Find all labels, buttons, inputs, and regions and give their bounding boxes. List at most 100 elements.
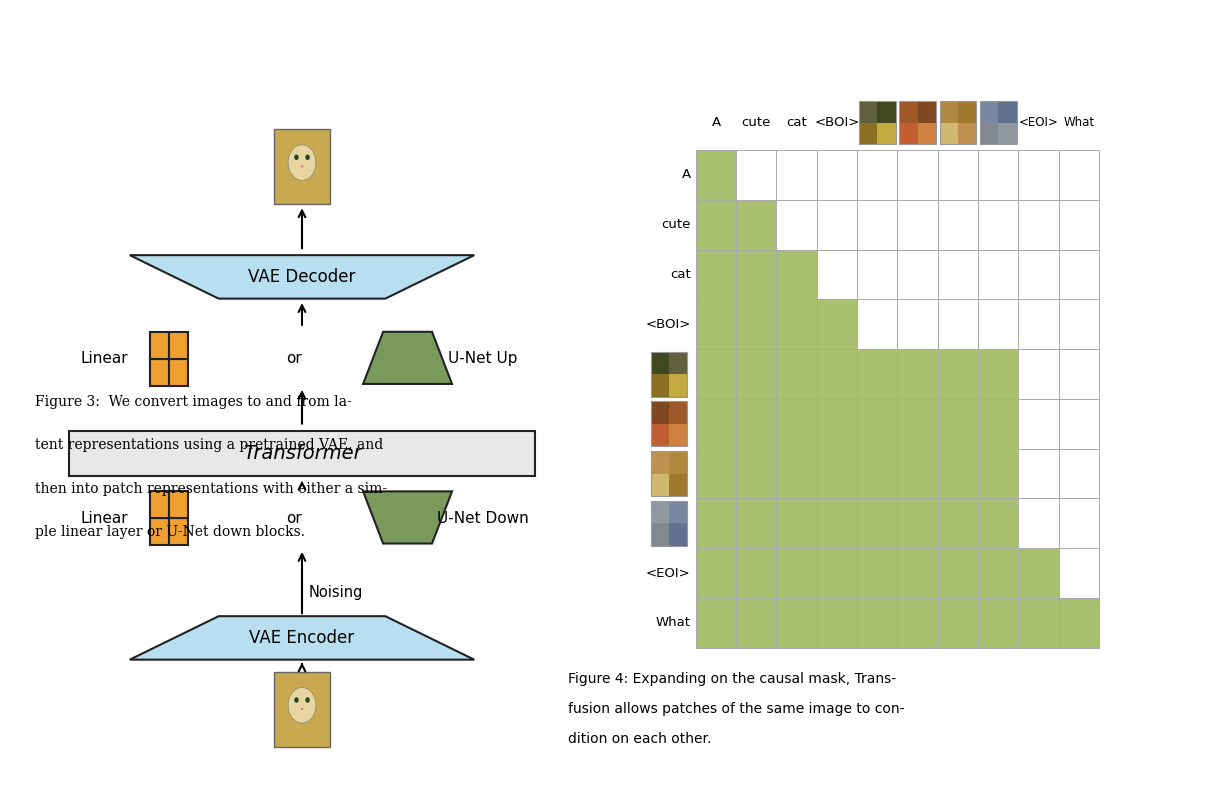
Bar (696, 548, 736, 598)
Bar (651, 451, 687, 496)
Bar (669, 401, 687, 423)
Bar (858, 299, 898, 349)
Bar (777, 150, 817, 200)
Bar (940, 101, 976, 144)
Bar (696, 150, 736, 200)
Bar (937, 299, 978, 349)
Text: then into patch representations with either a sim-: then into patch representations with eit… (35, 482, 388, 496)
Text: ple linear layer or U-Net down blocks.: ple linear layer or U-Net down blocks. (35, 525, 306, 540)
Bar (858, 200, 898, 250)
Text: fusion allows patches of the same image to con-: fusion allows patches of the same image … (569, 702, 905, 716)
Bar (937, 200, 978, 250)
Bar (937, 349, 978, 399)
Bar (898, 598, 937, 648)
Bar (817, 150, 858, 200)
Polygon shape (364, 332, 452, 384)
Bar (918, 101, 936, 122)
Bar (858, 498, 898, 548)
Bar (169, 359, 187, 386)
FancyBboxPatch shape (69, 431, 535, 476)
Bar (736, 250, 777, 299)
Bar (150, 518, 169, 545)
Bar (817, 299, 858, 349)
Bar (669, 423, 687, 446)
Bar (937, 548, 978, 598)
Bar (696, 200, 736, 250)
Bar (651, 352, 687, 397)
Bar (978, 449, 1018, 498)
Bar (651, 501, 687, 546)
Ellipse shape (295, 698, 298, 703)
Bar (858, 349, 898, 399)
Bar (937, 598, 978, 648)
Bar (696, 498, 736, 548)
Text: Transformer: Transformer (243, 444, 361, 463)
Bar (978, 399, 1018, 449)
Bar (900, 101, 936, 144)
Text: cute: cute (661, 218, 691, 231)
Bar (958, 101, 976, 122)
Bar (1018, 449, 1059, 498)
Bar (817, 449, 858, 498)
Bar (858, 598, 898, 648)
Bar (651, 401, 669, 423)
Ellipse shape (306, 698, 309, 703)
Bar (777, 399, 817, 449)
Bar (859, 101, 877, 122)
Text: cat: cat (670, 268, 691, 281)
Text: Figure 4: Expanding on the causal mask, Trans-: Figure 4: Expanding on the causal mask, … (569, 672, 896, 686)
Text: Linear: Linear (81, 511, 128, 525)
Text: A: A (712, 116, 720, 129)
Bar (898, 250, 937, 299)
Bar (651, 451, 669, 473)
Bar (940, 122, 958, 144)
Text: Figure 3:  We convert images to and from la-: Figure 3: We convert images to and from … (35, 395, 352, 409)
Bar (898, 150, 937, 200)
Text: <BOI>: <BOI> (814, 116, 860, 129)
Bar (1018, 349, 1059, 399)
Bar (937, 399, 978, 449)
Bar (1059, 349, 1099, 399)
Text: cute: cute (742, 116, 771, 129)
Bar (150, 332, 169, 359)
Bar (1018, 498, 1059, 548)
Bar (978, 150, 1018, 200)
Bar (898, 349, 937, 399)
Ellipse shape (295, 155, 298, 160)
Bar (736, 598, 777, 648)
Bar (817, 399, 858, 449)
Ellipse shape (301, 165, 303, 167)
Bar (777, 498, 817, 548)
Text: What: What (1063, 116, 1094, 129)
Text: U-Net Up: U-Net Up (448, 352, 517, 366)
Text: A: A (681, 168, 691, 182)
Bar (858, 250, 898, 299)
Text: or: or (286, 352, 302, 366)
Bar (1018, 299, 1059, 349)
Bar (736, 548, 777, 598)
Bar (898, 548, 937, 598)
Bar (696, 449, 736, 498)
Bar (858, 399, 898, 449)
Bar (669, 523, 687, 546)
Bar (858, 449, 898, 498)
Bar (1018, 150, 1059, 200)
Bar (1059, 449, 1099, 498)
Bar (817, 548, 858, 598)
Text: dition on each other.: dition on each other. (569, 732, 712, 746)
Text: or: or (286, 511, 302, 525)
Bar (669, 451, 687, 473)
Bar (898, 200, 937, 250)
Bar (980, 122, 998, 144)
Bar (877, 101, 895, 122)
Bar (898, 449, 937, 498)
Bar (169, 491, 187, 518)
Text: U-Net Down: U-Net Down (437, 511, 528, 525)
Bar (669, 374, 687, 397)
Bar (978, 200, 1018, 250)
Bar (669, 352, 687, 374)
Bar (669, 473, 687, 496)
Bar (1059, 498, 1099, 548)
Text: VAE Decoder: VAE Decoder (249, 268, 355, 286)
Bar (736, 349, 777, 399)
